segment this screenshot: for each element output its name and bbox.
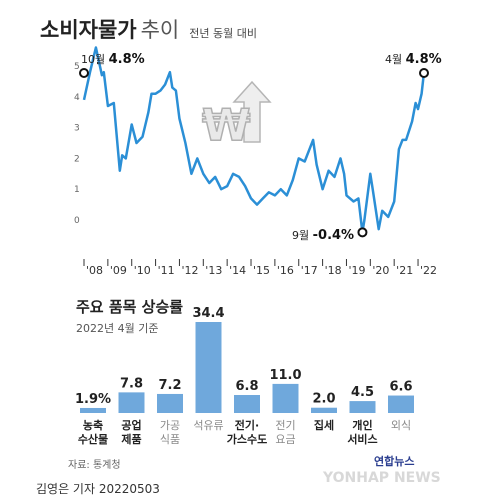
bar-category-label: 개인	[352, 418, 372, 432]
y-tick-label: 1	[74, 185, 80, 195]
source-note: 자료: 통계청	[68, 460, 121, 471]
bar-value-label: 11.0	[269, 368, 301, 383]
annotation-2008-peak: 10월 4.8%	[81, 52, 145, 67]
bar-value-label: 7.2	[158, 378, 181, 393]
x-tick-label: '17	[301, 264, 318, 277]
x-tick-label: '21	[396, 264, 413, 277]
bar	[157, 393, 183, 413]
x-tick-label: '19	[348, 264, 365, 277]
y-tick-label: 2	[74, 154, 80, 164]
x-tick-label: '11	[158, 264, 175, 277]
annotation-2022-latest: 4월 4.8%	[385, 52, 442, 67]
bar-category-label: 농축	[83, 418, 103, 432]
bar-category-label: 공업	[121, 419, 141, 432]
title-suffix: 추이	[140, 18, 180, 42]
bar	[234, 395, 260, 413]
bar-category-label: 수산물	[78, 432, 108, 446]
bar-category-label: 제품	[121, 432, 141, 446]
x-tick-label: '13	[205, 264, 222, 277]
cpi-line-chart: ₩ 5 4 3 2 1 0 '08 '09 '10 '11 '12 '13 '14 '15 '16 '17 '…	[74, 46, 442, 277]
bar-category-label: 식품	[160, 433, 180, 446]
bar	[349, 401, 376, 413]
bar-value-label: 6.8	[235, 379, 258, 394]
bar-value-label: 6.6	[389, 380, 412, 395]
bar-value-label: 2.0	[312, 392, 335, 407]
section-title-items: 주요 품목 상승률	[76, 298, 184, 316]
bar-category-label: 요금	[275, 433, 295, 446]
bar-category-label: 집세	[314, 418, 334, 432]
bar-category-label: 전기	[275, 419, 295, 432]
x-tick-label: '09	[110, 264, 127, 277]
bar-category-label: 석유류	[193, 419, 223, 432]
bar-value-label: 4.5	[351, 385, 374, 400]
chart-title: 소비자물가 추이 전년 동월 대비	[40, 14, 257, 44]
x-tick-label: '18	[325, 264, 342, 277]
bar-category-label: 가공	[160, 419, 180, 432]
section-subtitle-items: 2022년 4월 기준	[76, 322, 159, 335]
bar	[388, 395, 414, 413]
y-tick-label: 5	[74, 62, 80, 72]
bar	[272, 383, 299, 413]
bar	[118, 392, 145, 413]
credit-line: 김영은 기자 20220503	[36, 482, 160, 496]
peak-2008-marker	[79, 68, 89, 78]
svg-text:₩: ₩	[202, 100, 251, 151]
bar-value-label: 1.9%	[75, 392, 111, 407]
watermark-logo: 연합뉴스	[374, 455, 415, 468]
bar-category-label: 가스수도	[227, 432, 267, 446]
x-tick-label: '08	[86, 264, 103, 277]
annotation-2019-trough: 9월 -0.4%	[292, 228, 354, 243]
title-subtitle: 전년 동월 대비	[189, 27, 257, 40]
bar	[311, 407, 337, 413]
x-tick-label: '12	[181, 264, 198, 277]
bar-value-label: 34.4	[192, 306, 224, 321]
bar	[80, 407, 106, 413]
bar	[195, 322, 222, 413]
x-tick-label: '20	[372, 264, 389, 277]
bar-value-label: 7.8	[120, 376, 143, 391]
x-tick-label: '10	[134, 264, 151, 277]
title-main: 소비자물가	[40, 18, 137, 42]
y-tick-label: 3	[74, 124, 80, 134]
cpi-series-line	[82, 46, 426, 234]
x-tick-label: '22	[420, 264, 437, 277]
watermark-text: YONHAP NEWS	[323, 470, 441, 486]
bar-category-label: 서비스	[347, 432, 377, 446]
x-tick-label: '15	[253, 264, 270, 277]
bar-category-label: 외식	[391, 419, 411, 432]
y-tick-label: 4	[74, 93, 80, 103]
x-tick-label: '14	[229, 264, 246, 277]
y-tick-label: 0	[74, 216, 80, 226]
latest-2022-marker	[419, 68, 429, 78]
trough-2019-marker	[357, 227, 368, 238]
bar-category-label: 전기·	[235, 418, 259, 432]
won-price-up-icon: ₩	[201, 80, 272, 152]
x-tick-label: '16	[277, 264, 294, 277]
